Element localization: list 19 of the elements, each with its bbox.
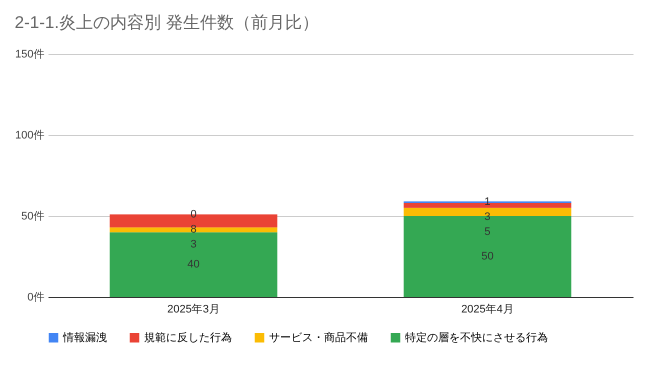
- legend-label: 特定の層を不快にさせる行為: [405, 330, 548, 344]
- data-label: 3: [190, 238, 197, 250]
- y-tick-label: 150件: [15, 48, 44, 60]
- data-label: 50: [481, 250, 494, 262]
- data-label: 5: [484, 226, 491, 238]
- x-tick-label: 2025年4月: [461, 304, 514, 316]
- bar: [404, 203, 572, 208]
- data-label: 40: [187, 258, 200, 271]
- legend-label: 情報漏洩: [62, 330, 107, 344]
- legend-label: サービス・商品不備: [269, 330, 368, 344]
- data-label: 8: [190, 223, 197, 236]
- data-label: 1: [484, 196, 491, 208]
- y-tick-label: 50件: [21, 210, 44, 222]
- chart-title: 2-1-1.炎上の内容別 発生件数（前月比）: [14, 13, 319, 32]
- y-tick-label: 0件: [27, 292, 44, 304]
- legend-label: 規範に反した行為: [144, 330, 232, 344]
- y-tick-label: 100件: [15, 130, 44, 142]
- x-tick-label: 2025年3月: [167, 304, 220, 316]
- bar: [110, 232, 278, 297]
